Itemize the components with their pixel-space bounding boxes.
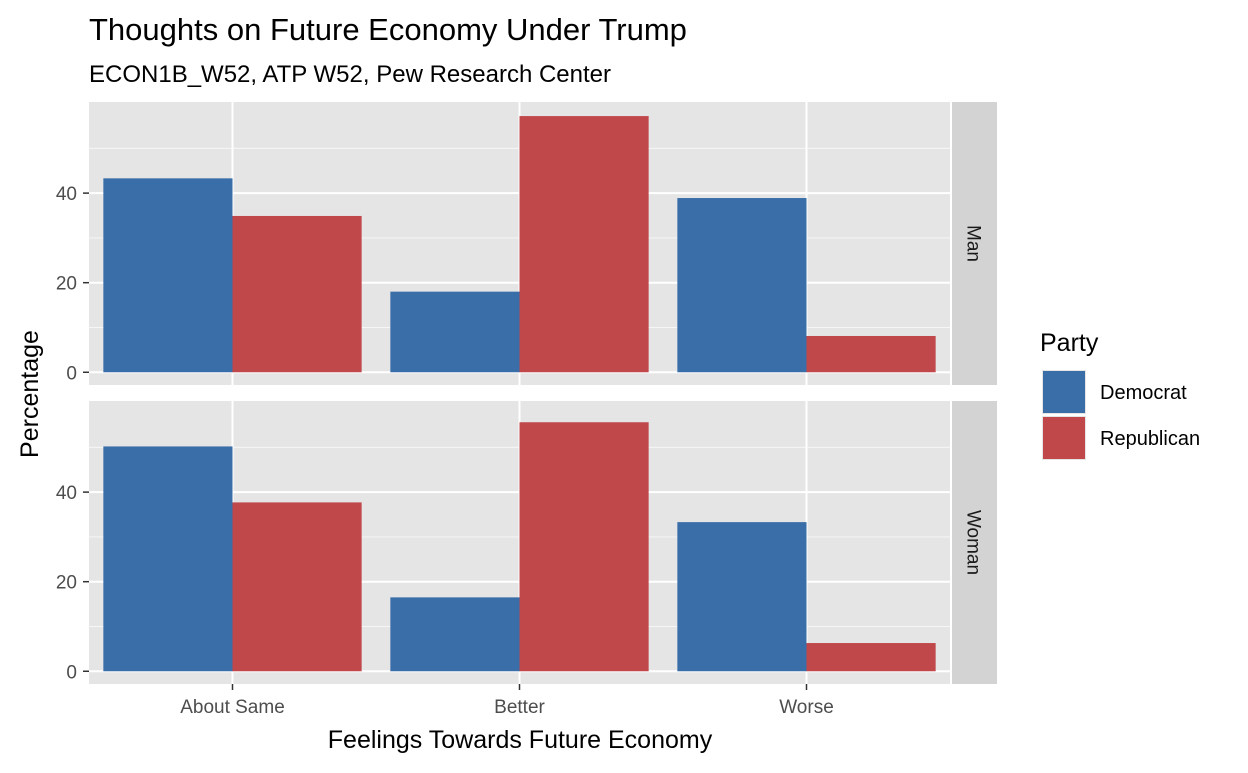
x-axis-title: Feelings Towards Future Economy xyxy=(328,726,713,754)
chart-title: Thoughts on Future Economy Under Trump xyxy=(89,12,687,47)
bar-democrat-worse xyxy=(677,522,807,672)
facet-strip-label: Woman xyxy=(963,510,984,575)
legend-swatch-democrat xyxy=(1043,371,1085,413)
legend: Party Democrat Republican xyxy=(1040,329,1200,460)
x-tick-label: Better xyxy=(494,697,545,718)
legend-label-democrat: Democrat xyxy=(1100,382,1187,404)
y-tick-label: 40 xyxy=(56,184,77,205)
y-tick-label: 20 xyxy=(56,274,77,295)
y-tick-label: 20 xyxy=(56,573,77,594)
facet-panel-woman: 0 20 40 Woman xyxy=(56,401,997,684)
x-tick-label: About Same xyxy=(180,697,285,718)
bar-republican-better xyxy=(519,422,649,672)
bar-democrat-about-same xyxy=(103,446,233,672)
bar-republican-worse xyxy=(806,335,936,373)
y-tick-label: 0 xyxy=(66,363,77,384)
bar-democrat-better xyxy=(390,597,520,672)
x-axis: About Same Better Worse xyxy=(180,684,834,718)
bar-republican-about-same xyxy=(232,215,362,373)
bar-republican-better xyxy=(519,116,649,373)
bar-democrat-better xyxy=(390,291,520,373)
facet-strip-label: Man xyxy=(963,225,984,262)
facet-panel-man: 0 20 40 Man xyxy=(56,102,997,385)
y-tick-label: 0 xyxy=(66,662,77,683)
facet-panels: 0 20 40 Man 0 20 40 Woman xyxy=(56,102,997,684)
x-tick-label: Worse xyxy=(779,697,834,718)
chart-subtitle: ECON1B_W52, ATP W52, Pew Research Center xyxy=(89,61,611,88)
bar-republican-about-same xyxy=(232,502,362,672)
bar-republican-worse xyxy=(806,643,936,672)
bar-democrat-about-same xyxy=(103,178,233,373)
facet-strip xyxy=(952,401,997,684)
legend-title: Party xyxy=(1040,329,1099,357)
y-axis-title: Percentage xyxy=(16,330,44,458)
legend-label-republican: Republican xyxy=(1100,428,1200,450)
facet-strip xyxy=(952,102,997,385)
y-tick-label: 40 xyxy=(56,483,77,504)
bar-democrat-worse xyxy=(677,198,807,373)
legend-swatch-republican xyxy=(1043,417,1085,459)
